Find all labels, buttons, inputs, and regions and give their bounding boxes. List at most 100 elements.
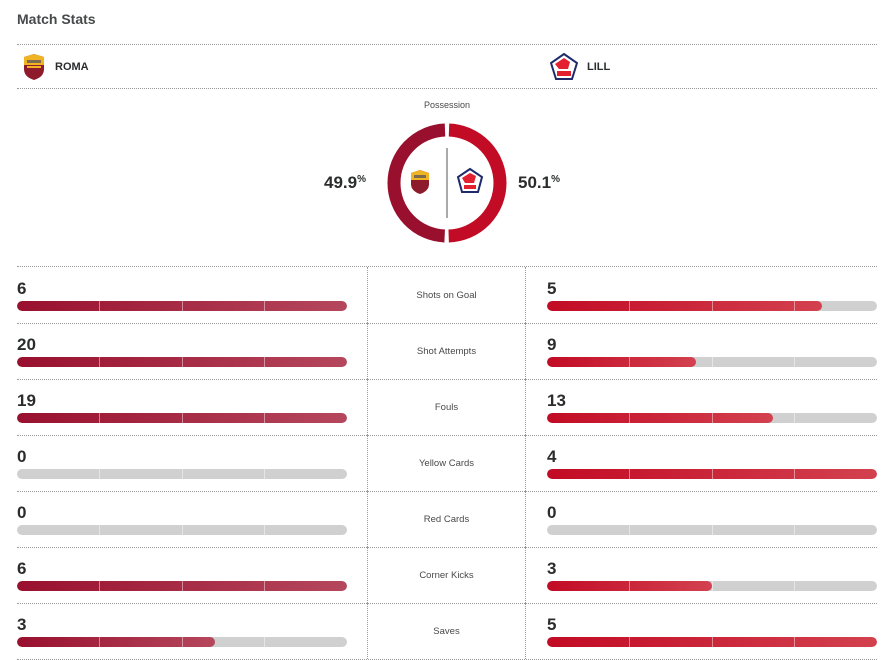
bar-tick [629,413,630,423]
bar-tick [794,413,795,423]
away-stat-bar [547,413,877,423]
stat-label: Red Cards [367,491,526,547]
bar-tick [712,581,713,591]
stat-label: Saves [367,603,526,659]
away-stat-value: 3 [547,559,557,578]
away-stat-bar [547,581,877,591]
bar-tick [264,469,265,479]
away-possession: 50.1% [518,173,560,193]
away-stat: 13 [547,379,877,435]
roma-crest-icon [24,54,44,80]
away-stat-bar [547,357,877,367]
percent-unit: % [551,174,560,185]
bar-tick [182,301,183,311]
possession-label: Possession [423,100,471,110]
bar-tick [99,301,100,311]
bar-tick [794,357,795,367]
away-stat-bar-fill [547,301,822,311]
away-stat-value: 5 [547,615,557,634]
home-possession: 49.9% [324,173,366,193]
home-stat-value: 20 [17,335,36,354]
home-team: ROMA [22,53,89,81]
away-stat: 4 [547,435,877,491]
possession-donut [387,123,507,243]
bar-tick [794,637,795,647]
divider [17,379,877,380]
away-stat: 3 [547,547,877,603]
bar-tick [712,469,713,479]
away-stat-bar [547,301,877,311]
divider [17,88,877,89]
page-title: Match Stats [17,11,96,27]
home-stat-bar [17,357,347,367]
home-stat-bar [17,301,347,311]
home-stat-bar [17,525,347,535]
bar-tick [629,469,630,479]
bar-tick [712,301,713,311]
bar-tick [629,301,630,311]
away-stat: 9 [547,323,877,379]
away-stat-value: 5 [547,279,557,298]
divider [17,435,877,436]
bar-tick [264,301,265,311]
home-stat: 20 [17,323,367,379]
divider [17,603,877,604]
home-stat-value: 0 [17,447,27,466]
bar-tick [712,413,713,423]
stat-row: 19 Fouls 13 [17,379,877,435]
away-stat-bar-fill [547,637,877,647]
bar-tick [629,637,630,647]
possession-arc-home [387,123,446,243]
bar-tick [99,357,100,367]
bar-tick [264,525,265,535]
away-stat-value: 13 [547,391,566,410]
stat-row: 0 Yellow Cards 4 [17,435,877,491]
bar-tick [629,581,630,591]
bar-tick [99,469,100,479]
home-stat-value: 6 [17,559,27,578]
lille-crest-icon [456,167,484,193]
bar-tick [182,525,183,535]
home-stat-bar [17,581,347,591]
stat-row: 20 Shot Attempts 9 [17,323,877,379]
stat-label: Shot Attempts [367,323,526,379]
away-stat-value: 0 [547,503,557,522]
bar-tick [794,469,795,479]
away-possession-value: 50.1 [518,173,552,192]
stat-label: Fouls [367,379,526,435]
home-stat-bar [17,469,347,479]
roma-crest-icon [411,170,429,194]
stat-label: Shots on Goal [367,267,526,323]
divider [17,266,877,267]
bar-tick [264,357,265,367]
stat-label: Corner Kicks [367,547,526,603]
bar-tick [99,581,100,591]
bar-tick [99,525,100,535]
home-stat: 6 [17,547,367,603]
bar-tick [182,637,183,647]
home-stat: 19 [17,379,367,435]
bar-tick [712,637,713,647]
away-stat-bar [547,637,877,647]
away-stat-bar-fill [547,581,712,591]
bar-tick [182,413,183,423]
away-stat: 5 [547,603,877,659]
home-stat-bar [17,413,347,423]
stat-row: 6 Shots on Goal 5 [17,267,877,323]
divider [17,491,877,492]
home-stat-bar-fill [17,637,215,647]
home-stat-value: 6 [17,279,27,298]
home-stat: 0 [17,491,367,547]
home-stat-bar-fill [17,357,347,367]
possession-arc-away [448,123,507,243]
stat-row: 3 Saves 5 [17,603,877,659]
bar-tick [182,469,183,479]
bar-tick [794,525,795,535]
bar-tick [629,525,630,535]
bar-tick [794,301,795,311]
bar-tick [99,637,100,647]
stat-label: Yellow Cards [367,435,526,491]
away-stat-value: 4 [547,447,557,466]
bar-tick [264,637,265,647]
divider [17,44,877,45]
